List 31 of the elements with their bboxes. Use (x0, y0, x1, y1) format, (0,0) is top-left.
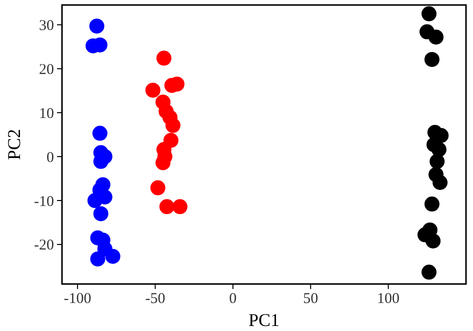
x-tick-label: -50 (145, 291, 166, 307)
y-tick-label: -20 (34, 238, 54, 254)
x-axis-title: PC1 (248, 310, 280, 330)
point (172, 199, 188, 214)
y-axis-title: PC2 (4, 128, 24, 160)
point (428, 30, 444, 45)
y-tick-label: 30 (39, 18, 54, 34)
point (424, 196, 440, 212)
x-tick-label: 0 (229, 291, 237, 307)
point (165, 118, 180, 133)
point (150, 180, 166, 196)
y-tick-label: -10 (34, 194, 54, 210)
point (422, 264, 437, 280)
point (430, 154, 445, 169)
point (93, 206, 108, 222)
y-tick-label: 20 (39, 62, 54, 78)
point (90, 251, 106, 266)
point (432, 175, 448, 190)
x-tick-label: -100 (64, 291, 92, 307)
x-tick-label: 50 (303, 291, 318, 307)
point (159, 199, 174, 214)
y-tick-label: 10 (39, 106, 54, 122)
point (145, 82, 160, 98)
point (424, 52, 440, 67)
point (105, 248, 120, 264)
point (422, 6, 437, 22)
y-tick-label: 0 (46, 150, 54, 166)
x-tick-label: 100 (377, 291, 400, 307)
point (89, 18, 104, 34)
point (156, 50, 172, 66)
point (92, 126, 108, 141)
